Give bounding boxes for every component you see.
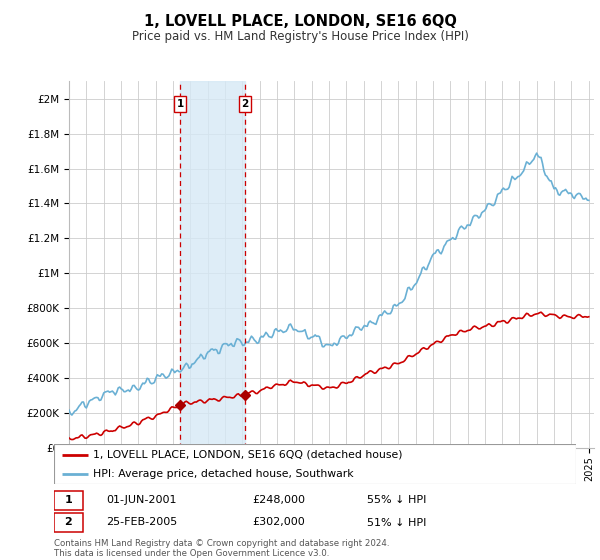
Text: Price paid vs. HM Land Registry's House Price Index (HPI): Price paid vs. HM Land Registry's House … — [131, 30, 469, 43]
Bar — [180, 81, 245, 448]
Text: 55% ↓ HPI: 55% ↓ HPI — [367, 495, 427, 505]
Text: £248,000: £248,000 — [253, 495, 305, 505]
Text: £302,000: £302,000 — [253, 517, 305, 528]
Text: 2: 2 — [64, 517, 72, 528]
Text: 1, LOVELL PLACE, LONDON, SE16 6QQ: 1, LOVELL PLACE, LONDON, SE16 6QQ — [143, 14, 457, 29]
Text: Contains HM Land Registry data © Crown copyright and database right 2024.
This d: Contains HM Land Registry data © Crown c… — [54, 539, 389, 558]
Text: HPI: Average price, detached house, Southwark: HPI: Average price, detached house, Sout… — [93, 469, 354, 479]
Text: 25-FEB-2005: 25-FEB-2005 — [106, 517, 178, 528]
FancyBboxPatch shape — [54, 514, 83, 532]
Text: 2: 2 — [241, 99, 248, 109]
Text: 1: 1 — [64, 495, 72, 505]
Text: 01-JUN-2001: 01-JUN-2001 — [106, 495, 176, 505]
FancyBboxPatch shape — [54, 491, 83, 510]
Text: 51% ↓ HPI: 51% ↓ HPI — [367, 517, 427, 528]
Text: 1, LOVELL PLACE, LONDON, SE16 6QQ (detached house): 1, LOVELL PLACE, LONDON, SE16 6QQ (detac… — [93, 450, 403, 460]
FancyBboxPatch shape — [54, 444, 576, 484]
Text: 1: 1 — [176, 99, 184, 109]
